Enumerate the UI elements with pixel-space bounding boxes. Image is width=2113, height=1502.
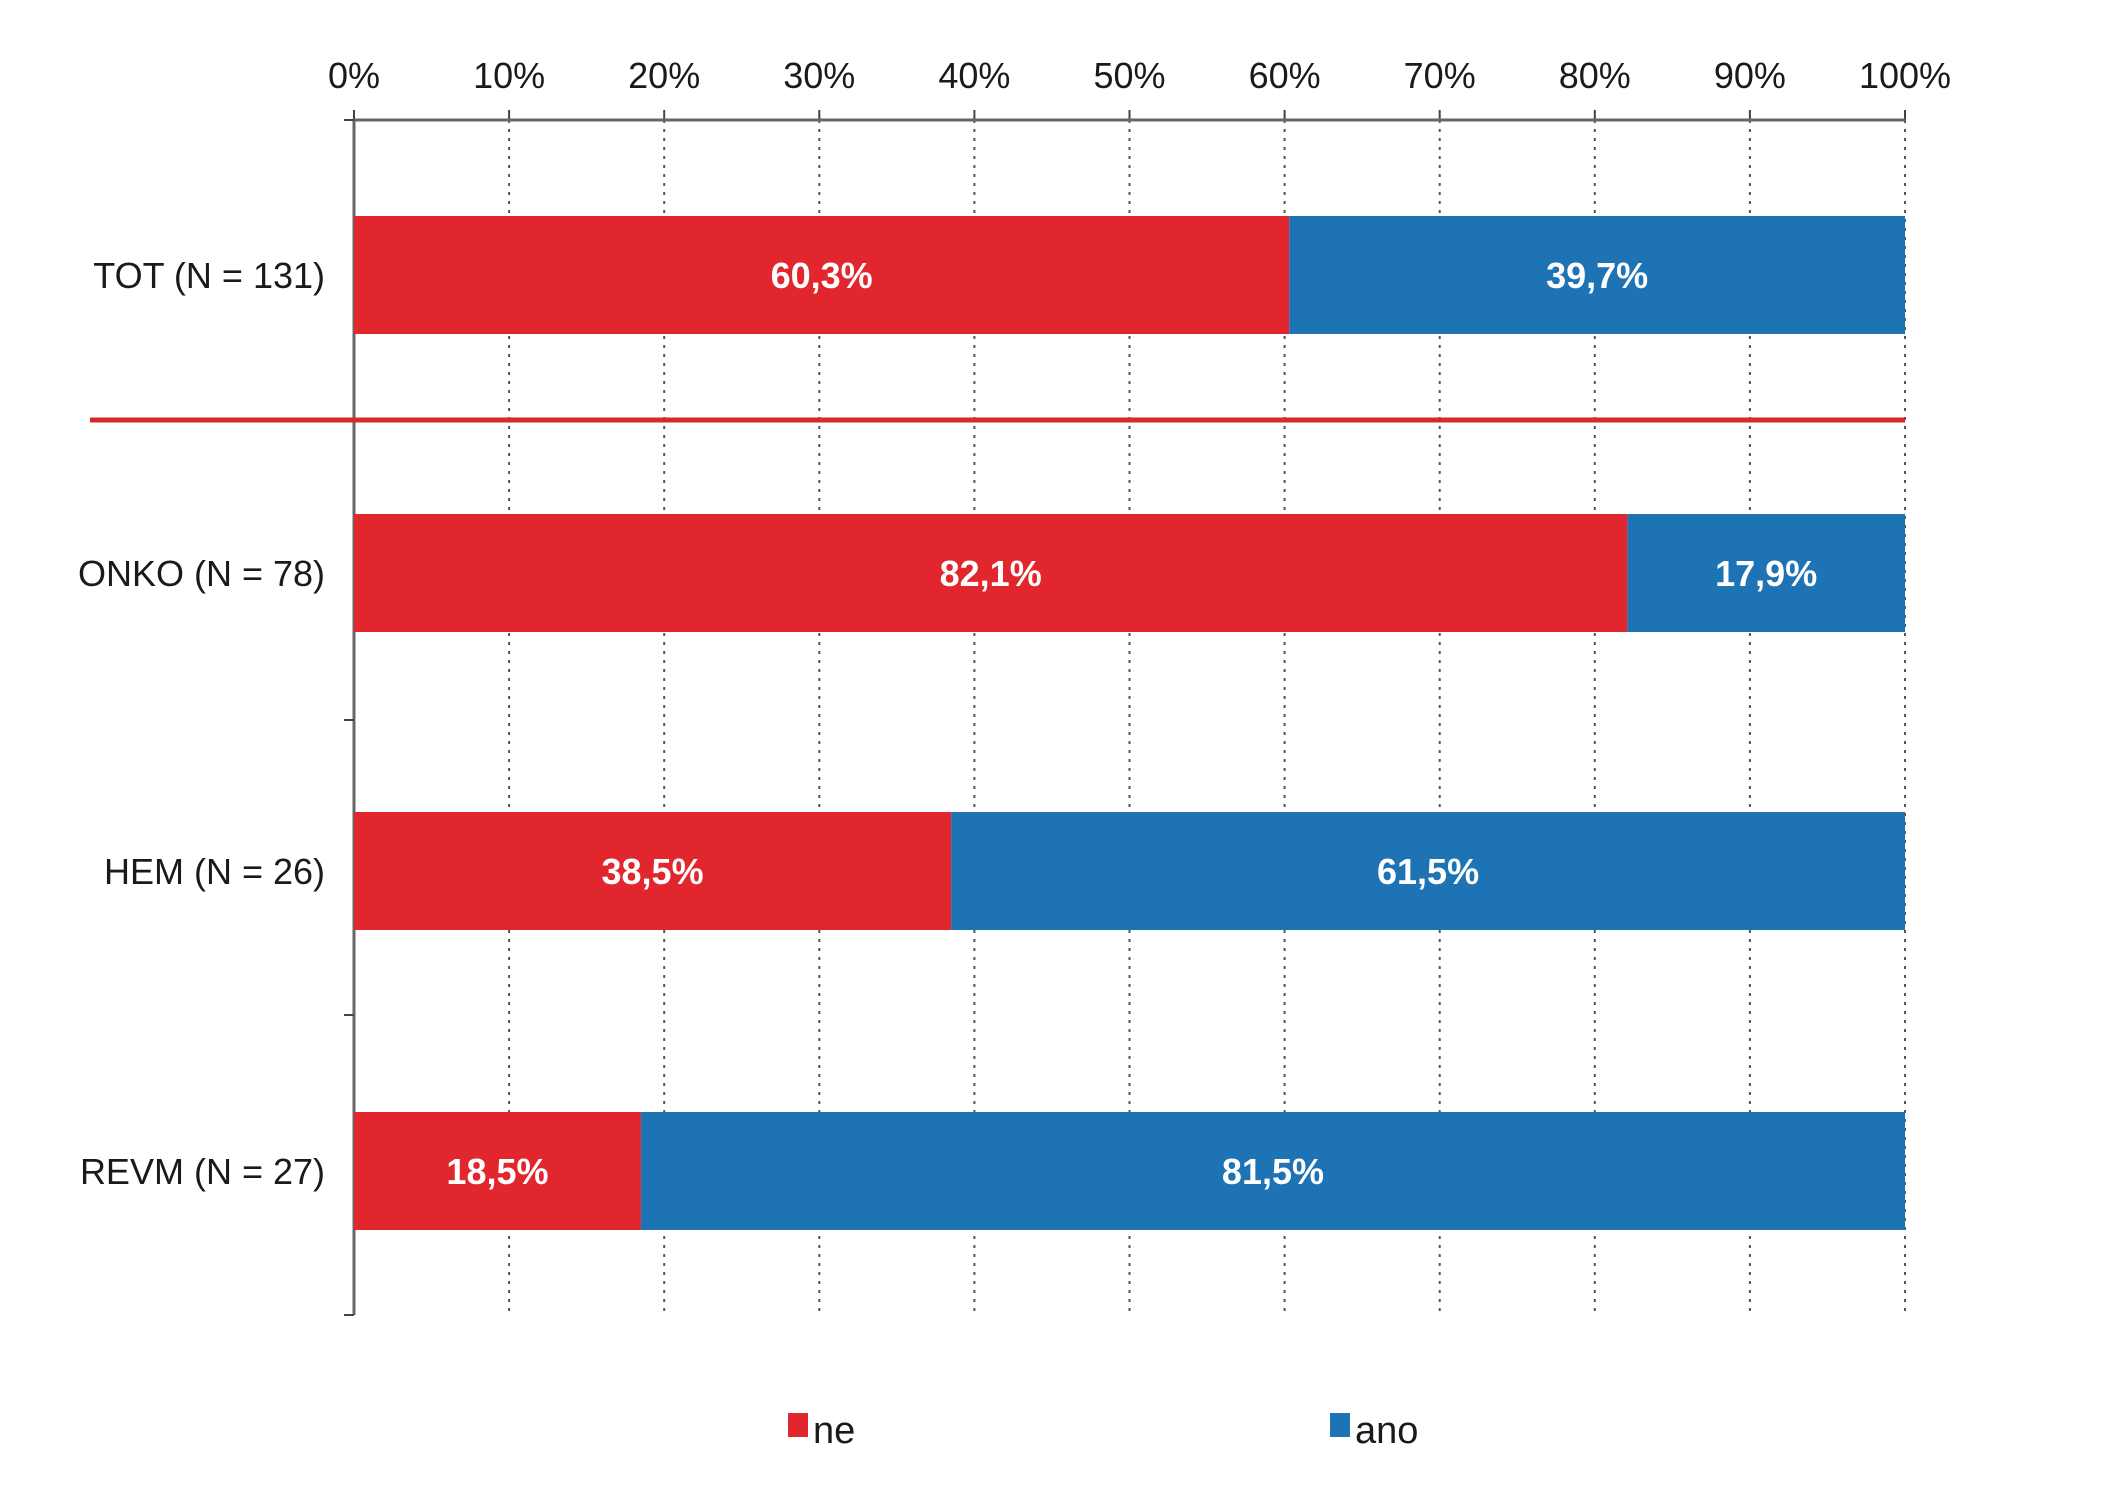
bar-ano — [640, 1112, 1905, 1230]
x-tick-label: 70% — [1404, 55, 1476, 96]
legend-swatch-ano — [1330, 1413, 1350, 1437]
bar-data-label: 82,1% — [940, 553, 1042, 594]
category-label: REVM (N = 27) — [80, 1151, 325, 1192]
bar-data-label: 18,5% — [446, 1151, 548, 1192]
category-label: TOT (N = 131) — [93, 255, 325, 296]
x-tick-label: 10% — [473, 55, 545, 96]
legend-label-ano: ano — [1355, 1410, 1418, 1452]
x-tick-label: 20% — [628, 55, 700, 96]
bar-ne — [354, 1112, 641, 1230]
bar-ne — [354, 812, 952, 930]
bar-ano — [1289, 216, 1905, 334]
bar-data-label: 38,5% — [602, 851, 704, 892]
bar-ano — [951, 812, 1905, 930]
x-tick-label: 30% — [783, 55, 855, 96]
bar-data-label: 17,9% — [1715, 553, 1817, 594]
legend-label-ne: ne — [813, 1410, 855, 1452]
category-label: HEM (N = 26) — [104, 851, 325, 892]
bar-data-label: 61,5% — [1377, 851, 1479, 892]
legend-swatch-ne — [788, 1413, 808, 1437]
bar-data-label: 60,3% — [771, 255, 873, 296]
x-tick-label: 80% — [1559, 55, 1631, 96]
x-tick-label: 100% — [1859, 55, 1951, 96]
bar-data-label: 39,7% — [1546, 255, 1648, 296]
bar-data-label: 81,5% — [1222, 1151, 1324, 1192]
x-tick-label: 50% — [1093, 55, 1165, 96]
bar-ne — [354, 216, 1290, 334]
category-label: ONKO (N = 78) — [78, 553, 325, 594]
x-tick-label: 90% — [1714, 55, 1786, 96]
x-tick-label: 0% — [328, 55, 380, 96]
x-tick-label: 40% — [938, 55, 1010, 96]
bar-ano — [1627, 514, 1905, 632]
x-tick-label: 60% — [1249, 55, 1321, 96]
bar-ne — [354, 514, 1628, 632]
